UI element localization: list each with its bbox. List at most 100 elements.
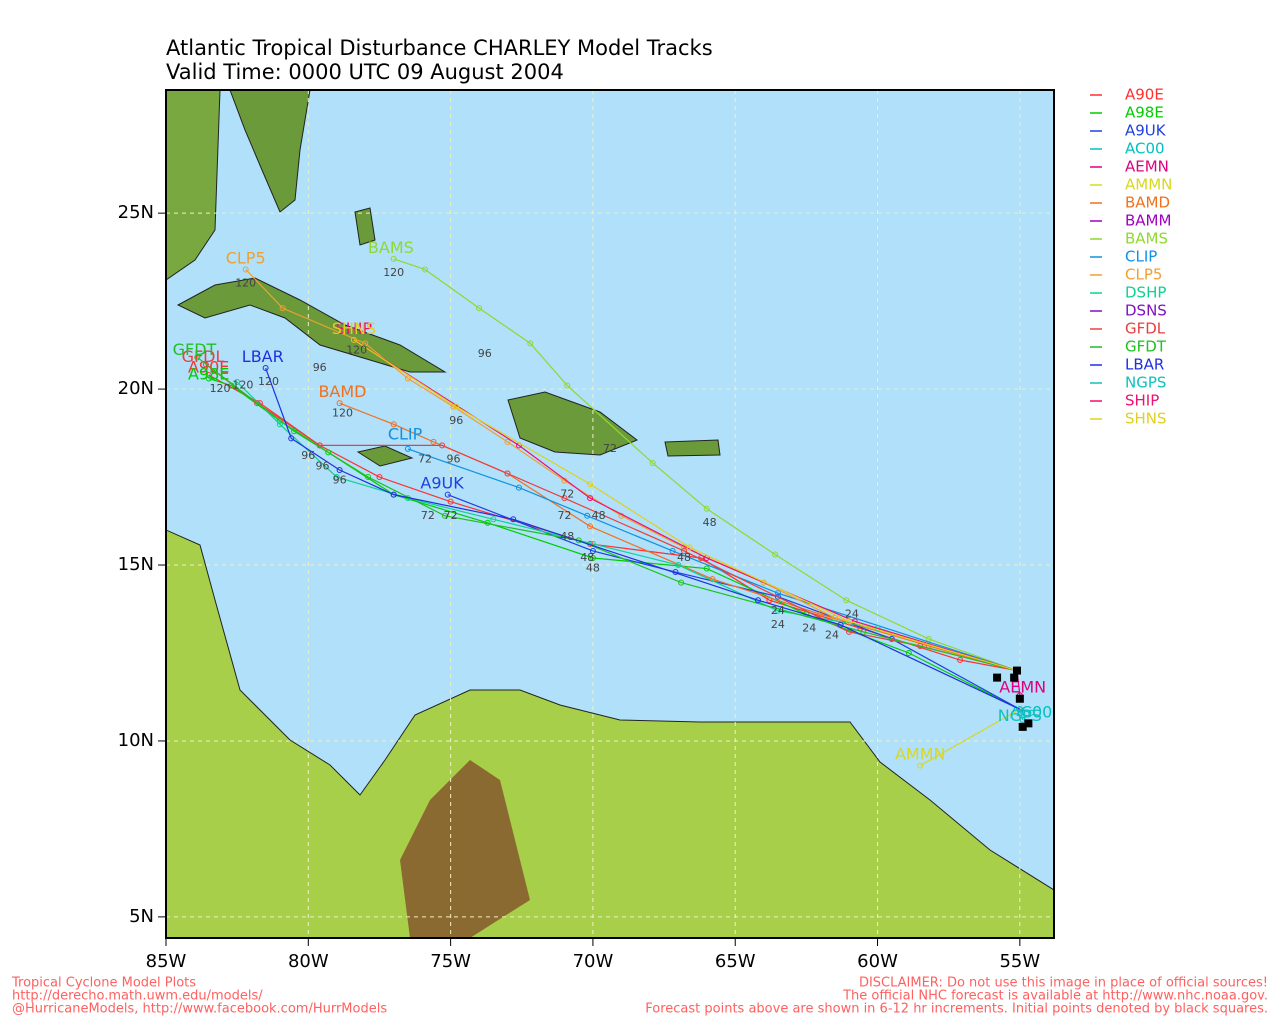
track-label: AEMN: [999, 678, 1046, 697]
legend-label: CLP5: [1125, 266, 1162, 284]
hispaniola: [507, 391, 639, 456]
hour-label: 48: [586, 562, 600, 575]
track-point: [376, 474, 383, 481]
legend-label: DSHP: [1125, 284, 1166, 302]
footer-right: DISCLAIMER: Do not use this image in pla…: [859, 976, 1268, 991]
legend-label: AMMN: [1125, 176, 1172, 194]
hour-label: 96: [449, 414, 463, 427]
andes: [400, 760, 530, 938]
model-track: [205, 363, 1018, 672]
track-point: [291, 428, 298, 435]
track-point: [447, 498, 454, 505]
hour-label: 72: [557, 509, 571, 522]
hour-label: 48: [592, 509, 606, 522]
legend-label: AEMN: [1125, 158, 1169, 176]
track-point: [686, 544, 693, 551]
model-track: [353, 339, 1018, 672]
track-label: LBAR: [242, 347, 284, 366]
track-label: BAMD: [318, 382, 366, 401]
track-point: [194, 354, 201, 361]
track-point: [490, 516, 497, 523]
track-point: [905, 649, 912, 656]
track-point: [703, 505, 710, 512]
footer-left: @HurricaneModels, http://www.facebook.co…: [12, 1002, 387, 1017]
bahamas: [354, 207, 376, 246]
track-point: [444, 491, 451, 498]
track-label: CLP5: [226, 248, 266, 267]
initial-position: [1013, 666, 1021, 675]
x-tick-label: 60W: [857, 951, 898, 972]
track-point: [678, 579, 685, 586]
footer-left: http://derecho.math.uwm.edu/models/: [12, 989, 263, 1004]
track-point: [404, 445, 411, 452]
track-point: [917, 762, 924, 769]
track-point: [1028, 709, 1035, 716]
footer: Tropical Cyclone Model Plotshttp://derec…: [11, 976, 1268, 1017]
track-label: AMMN: [895, 745, 946, 764]
track-point: [422, 266, 428, 273]
x-tick-label: 70W: [573, 951, 614, 972]
legend-label: DSNS: [1125, 302, 1167, 320]
footer-right: The official NHC forecast is available a…: [842, 989, 1268, 1004]
initial-position: [993, 673, 1002, 682]
legend-label: BAMS: [1125, 230, 1168, 248]
track-label: A98E: [188, 365, 229, 384]
hour-label: 24: [845, 607, 859, 620]
track-point: [515, 484, 522, 491]
track-point: [205, 375, 212, 382]
y-tick-label: 25N: [118, 202, 154, 223]
track-point: [817, 611, 824, 618]
legend-label: CLIP: [1125, 248, 1157, 266]
model-track: [353, 339, 1018, 672]
track-point: [772, 551, 779, 558]
track-label: NGPS: [998, 706, 1042, 725]
track-point: [846, 618, 853, 625]
x-tick-label: 65W: [715, 951, 756, 972]
land: [166, 90, 1054, 938]
legend-label: AC00: [1125, 140, 1165, 158]
y-tick-label: 15N: [118, 554, 154, 575]
track-point: [860, 628, 867, 635]
track-point: [675, 562, 682, 569]
model-track: [919, 708, 1021, 767]
track-point: [390, 491, 397, 498]
hour-label: 72: [603, 442, 617, 455]
track-point: [587, 523, 594, 530]
track-point: [390, 421, 397, 428]
track-point: [202, 361, 209, 368]
track-point: [276, 421, 283, 428]
hour-label: 48: [580, 551, 594, 564]
track-point: [254, 400, 261, 407]
legend-label: SHIP: [1125, 392, 1159, 410]
track-point: [350, 336, 357, 343]
tracks: A90EA98EA9UKAC00AEMNAMMNBAMDBAMSCLIPCLP5…: [173, 238, 1052, 769]
track-point: [584, 512, 591, 519]
track-point: [957, 657, 964, 664]
x-tick-label: 85W: [146, 951, 187, 972]
legend-label: A98E: [1125, 104, 1164, 122]
track-label: BAMS: [368, 238, 414, 257]
track-point: [587, 495, 594, 502]
track-point: [430, 438, 437, 445]
model-track: [236, 381, 1018, 672]
hour-label: 24: [802, 621, 816, 634]
track-point: [504, 470, 511, 477]
hour-label: 120: [258, 375, 279, 388]
initial-position: [1024, 719, 1033, 728]
y-tick-label: 10N: [118, 730, 154, 751]
track-point: [242, 266, 249, 273]
track-point: [589, 554, 596, 561]
initial-position: [1015, 694, 1024, 703]
track-point: [262, 364, 269, 371]
model-track: [447, 494, 1021, 710]
hour-label: 24: [771, 604, 785, 617]
hour-label: 72: [560, 488, 574, 501]
track-point: [1016, 706, 1023, 713]
track-point: [589, 547, 596, 554]
track-point: [851, 618, 858, 625]
track-point: [681, 547, 687, 554]
hour-label: 96: [478, 347, 492, 360]
initial-position: [1010, 673, 1019, 682]
legend-label: LBAR: [1125, 356, 1164, 374]
